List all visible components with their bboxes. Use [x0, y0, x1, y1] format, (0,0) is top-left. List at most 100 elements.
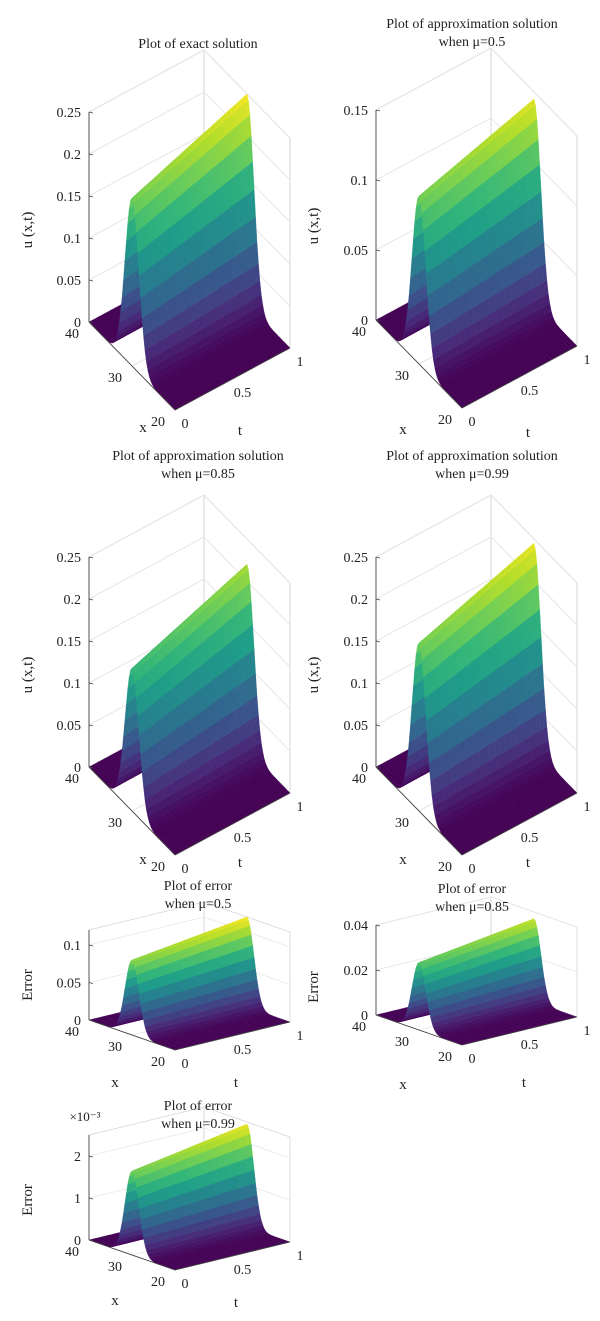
chart-title: Plot of approximation solution — [386, 449, 558, 464]
chart-title: when μ=0.85 — [161, 467, 235, 482]
z-tick-label: 0 — [74, 1234, 81, 1249]
chart-title: Plot of error — [164, 1099, 233, 1114]
z-tick-label: 0.25 — [344, 551, 369, 566]
x-tick-label: 30 — [108, 1260, 122, 1275]
t-tick-label: 0 — [469, 1052, 476, 1067]
t-axis-label: t — [234, 1075, 239, 1091]
surface — [375, 542, 578, 856]
z-axis-label: u (x,t) — [20, 657, 36, 694]
t-tick-label: 0 — [469, 415, 476, 430]
z-exponent-label: ×10⁻³ — [69, 1109, 100, 1124]
z-tick-label: 0.05 — [57, 274, 82, 289]
t-tick-label: 0 — [182, 417, 189, 432]
t-tick-label: 0 — [182, 1277, 189, 1292]
z-tick-label: 0.1 — [64, 939, 82, 954]
x-axis-label: x — [139, 420, 147, 436]
z-tick-label: 0.1 — [351, 174, 369, 189]
z-tick-label: 0 — [74, 316, 81, 331]
t-tick-label: 0.5 — [521, 1038, 539, 1053]
x-tick-label: 20 — [151, 1275, 165, 1290]
z-tick-label: 0 — [74, 1014, 81, 1029]
axis-lines — [88, 557, 291, 856]
t-tick-label: 0.5 — [234, 386, 252, 401]
chart-title: Plot of approximation solution — [386, 17, 558, 32]
z-axis-label: Error — [306, 971, 322, 1003]
x-axis-label: x — [399, 422, 407, 438]
axis-lines — [375, 557, 578, 856]
panel-2: Plot of approximation solution when μ=0.5… — [306, 17, 591, 441]
axis-lines — [375, 110, 578, 409]
chart-title: Plot of error — [438, 882, 507, 897]
t-tick-label: 1 — [584, 800, 591, 815]
panel-3: Plot of approximation solution when μ=0.8… — [20, 449, 304, 877]
surface — [88, 916, 291, 1051]
z-tick-label: 0.15 — [344, 635, 369, 650]
x-tick-label: 20 — [151, 860, 165, 875]
chart-title: when μ=0.85 — [435, 900, 509, 915]
surface — [88, 93, 291, 411]
x-tick-label: 40 — [65, 1025, 79, 1040]
x-axis-label: x — [399, 1077, 407, 1093]
t-axis-label: t — [522, 1075, 527, 1091]
z-tick-label: 0.1 — [64, 677, 82, 692]
t-axis-label: t — [526, 425, 531, 441]
x-axis-label: x — [111, 1293, 119, 1309]
x-tick-label: 40 — [352, 325, 366, 340]
x-tick-label: 30 — [108, 816, 122, 831]
panel-4: Plot of approximation solution when μ=0.9… — [306, 449, 591, 877]
z-tick-label: 0.15 — [57, 190, 82, 205]
x-tick-label: 40 — [65, 772, 79, 787]
t-tick-label: 1 — [297, 800, 304, 815]
z-tick-label: 0 — [361, 1009, 368, 1024]
x-axis-label: x — [111, 1075, 119, 1091]
x-axis-label: x — [139, 852, 147, 868]
z-axis-label: u (x,t) — [306, 657, 322, 694]
x-tick-label: 30 — [395, 1035, 409, 1050]
x-tick-label: 20 — [438, 1050, 452, 1065]
z-tick-label: 0.2 — [64, 593, 82, 608]
t-tick-label: 0.5 — [234, 1043, 252, 1058]
z-tick-label: 0.15 — [57, 635, 82, 650]
z-tick-label: 0.25 — [57, 551, 82, 566]
x-tick-label: 30 — [395, 369, 409, 384]
z-tick-label: 2 — [74, 1150, 81, 1165]
t-tick-label: 1 — [584, 1024, 591, 1039]
x-tick-label: 40 — [352, 772, 366, 787]
x-tick-label: 20 — [438, 860, 452, 875]
x-tick-label: 20 — [151, 415, 165, 430]
t-tick-label: 0 — [469, 862, 476, 877]
t-tick-label: 1 — [584, 353, 591, 368]
t-tick-label: 0.5 — [234, 831, 252, 846]
x-tick-label: 40 — [65, 1245, 79, 1260]
z-axis-label: u (x,t) — [306, 208, 322, 245]
t-axis-label: t — [526, 855, 531, 871]
panel-1: Plot of exact solution 0 0.05 0.1 0.15 0.2 0.2… — [20, 37, 304, 439]
axis-lines — [88, 1135, 291, 1271]
t-tick-label: 0.5 — [521, 831, 539, 846]
surface — [375, 918, 578, 1046]
z-tick-label: 0.05 — [344, 244, 369, 259]
chart-title: when μ=0.99 — [161, 1117, 235, 1132]
t-tick-label: 0.5 — [521, 384, 539, 399]
axis-lines — [88, 112, 291, 411]
t-axis-label: t — [238, 855, 243, 871]
chart-title: when μ=0.5 — [439, 35, 506, 50]
z-tick-label: 1 — [74, 1192, 81, 1207]
z-tick-label: 0.1 — [351, 677, 369, 692]
z-tick-label: 0.25 — [57, 106, 82, 121]
surface — [88, 563, 291, 856]
chart-title: Plot of exact solution — [138, 37, 257, 52]
t-tick-label: 0 — [182, 862, 189, 877]
z-tick-label: 0.2 — [351, 593, 369, 608]
t-tick-label: 1 — [297, 1029, 304, 1044]
t-axis-label: t — [234, 1295, 239, 1311]
chart-title: when μ=0.99 — [435, 467, 509, 482]
x-tick-label: 40 — [65, 327, 79, 342]
x-axis-label: x — [399, 852, 407, 868]
z-tick-label: 0 — [361, 314, 368, 329]
z-tick-label: 0.04 — [344, 919, 369, 934]
